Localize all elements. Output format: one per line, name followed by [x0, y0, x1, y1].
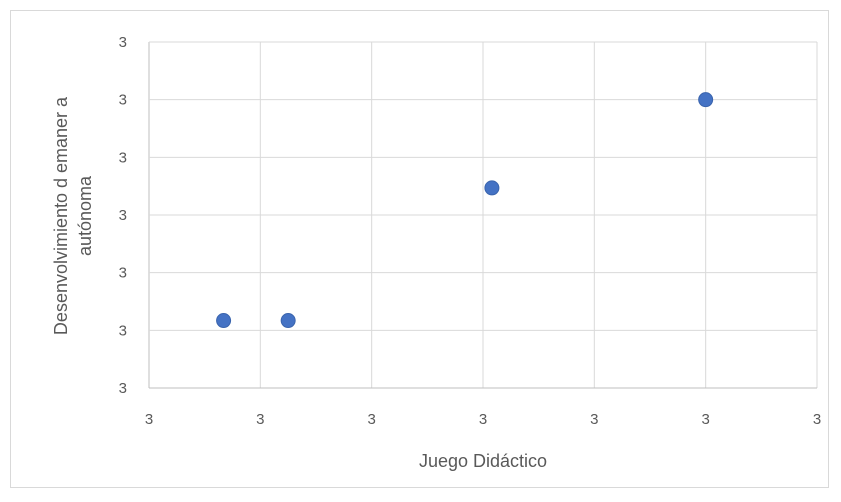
data-point [484, 180, 500, 196]
data-point [698, 92, 714, 108]
data-point [280, 313, 296, 329]
y-axis-title-line-2: autónoma [75, 175, 95, 256]
y-axis-title-line-1: Desenvolvimiento d emaner a [51, 96, 71, 335]
x-tick-label: 3 [701, 411, 709, 428]
x-tick-label: 3 [590, 411, 598, 428]
x-tick-label: 3 [145, 411, 153, 428]
y-tick-label: 3 [119, 380, 127, 397]
y-axis-title-group: Desenvolvimiento d emaner a autónoma [51, 96, 95, 335]
chart-frame [10, 10, 829, 488]
y-tick-label: 3 [119, 265, 127, 282]
x-tick-label: 3 [479, 411, 487, 428]
x-tick-label: 3 [367, 411, 375, 428]
x-axis-ticks: 3 3 3 3 3 3 3 [145, 411, 821, 428]
y-tick-label: 3 [119, 207, 127, 224]
gridlines [148, 41, 818, 389]
y-tick-label: 3 [119, 34, 127, 51]
x-axis-title: Juego Didáctico [419, 451, 547, 471]
y-tick-label: 3 [119, 149, 127, 166]
x-tick-label: 3 [256, 411, 264, 428]
y-axis-ticks: 3 3 3 3 3 3 3 [119, 34, 127, 397]
data-points [216, 92, 714, 329]
data-point [216, 313, 232, 329]
y-tick-label: 3 [119, 322, 127, 339]
x-tick-label: 3 [813, 411, 821, 428]
y-tick-label: 3 [119, 92, 127, 109]
